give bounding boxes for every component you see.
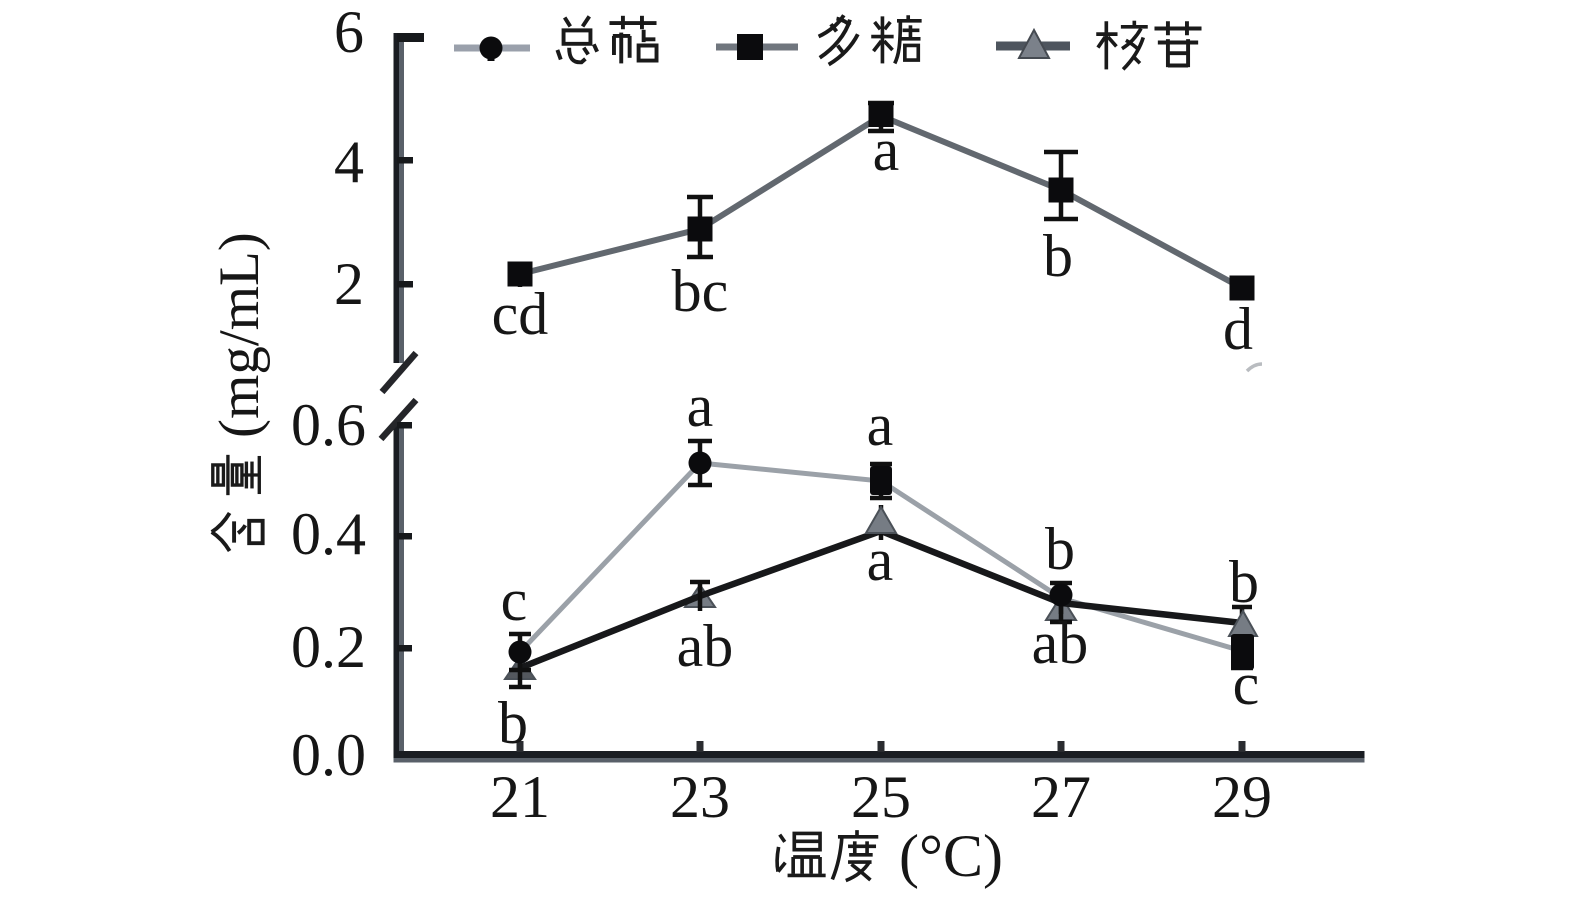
svg-text:b: b bbox=[1045, 516, 1075, 582]
svg-text:(mg/mL): (mg/mL) bbox=[208, 232, 271, 438]
svg-text:ab: ab bbox=[677, 613, 734, 679]
svg-text:2: 2 bbox=[334, 251, 364, 317]
svg-text:ab: ab bbox=[1032, 610, 1089, 676]
svg-text:25: 25 bbox=[851, 764, 911, 830]
svg-text:a: a bbox=[687, 373, 714, 439]
svg-text:(°C): (°C) bbox=[899, 823, 1003, 889]
svg-text:29: 29 bbox=[1212, 764, 1272, 830]
svg-text:a: a bbox=[867, 392, 894, 458]
svg-text:27: 27 bbox=[1031, 764, 1091, 830]
svg-text:c: c bbox=[1233, 651, 1260, 717]
svg-text:bc: bc bbox=[672, 258, 729, 324]
svg-text:a: a bbox=[873, 117, 900, 183]
svg-text:0.6: 0.6 bbox=[291, 392, 366, 458]
svg-text:d: d bbox=[1223, 296, 1253, 362]
svg-text:cd: cd bbox=[492, 281, 549, 347]
svg-text:0.0: 0.0 bbox=[291, 722, 366, 788]
svg-text:0.2: 0.2 bbox=[291, 614, 366, 680]
svg-text:23: 23 bbox=[670, 764, 730, 830]
svg-text:b: b bbox=[1043, 223, 1073, 289]
svg-text:b: b bbox=[498, 690, 528, 756]
svg-text:6: 6 bbox=[334, 0, 364, 65]
svg-text:21: 21 bbox=[490, 764, 550, 830]
svg-text:a: a bbox=[867, 527, 894, 593]
svg-text:4: 4 bbox=[334, 129, 364, 195]
svg-text:0.4: 0.4 bbox=[291, 501, 366, 567]
svg-text:c: c bbox=[501, 567, 528, 633]
svg-text:b: b bbox=[1229, 549, 1259, 615]
